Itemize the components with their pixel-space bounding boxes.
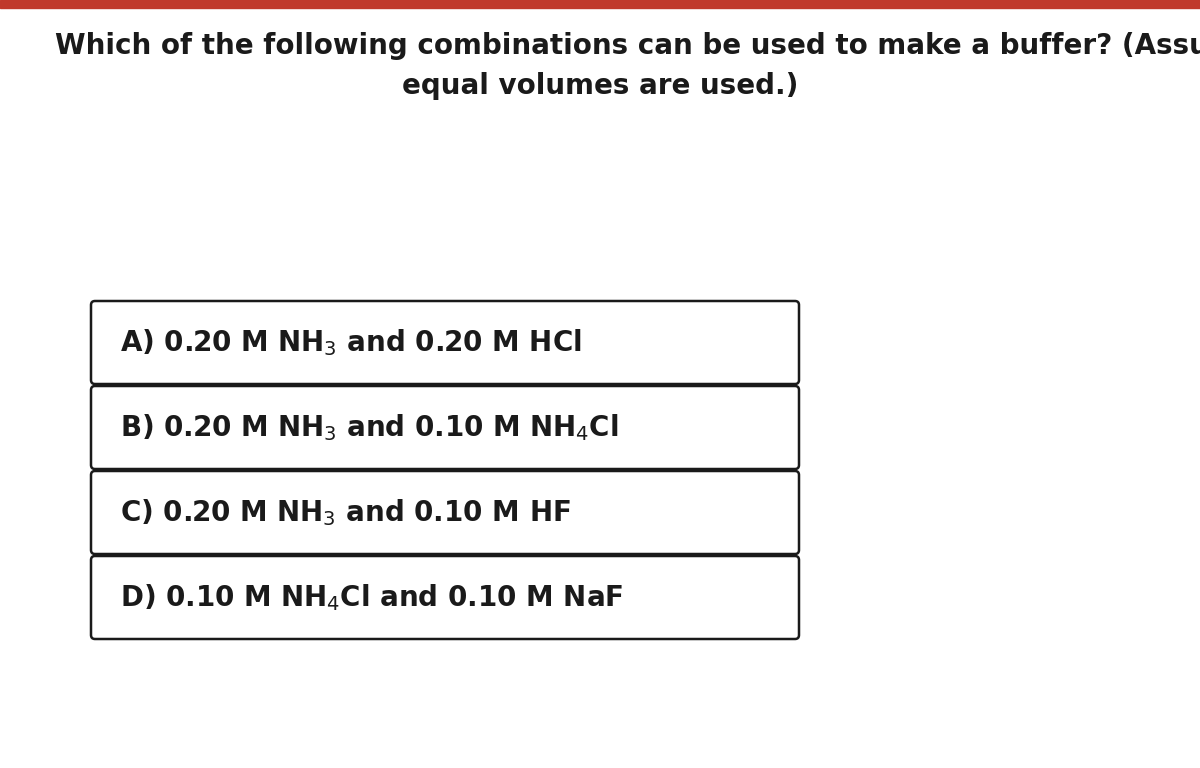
Text: Which of the following combinations can be used to make a buffer? (Assume: Which of the following combinations can … <box>55 32 1200 60</box>
Text: equal volumes are used.): equal volumes are used.) <box>402 72 798 100</box>
Text: C) 0.20 M NH$_3$ and 0.10 M HF: C) 0.20 M NH$_3$ and 0.10 M HF <box>120 497 571 528</box>
FancyBboxPatch shape <box>91 301 799 384</box>
Text: D) 0.10 M NH$_4$Cl and 0.10 M NaF: D) 0.10 M NH$_4$Cl and 0.10 M NaF <box>120 582 623 613</box>
Bar <box>0 0 1200 8</box>
Text: A) 0.20 M NH$_3$ and 0.20 M HCl: A) 0.20 M NH$_3$ and 0.20 M HCl <box>120 327 582 358</box>
FancyBboxPatch shape <box>91 471 799 554</box>
Text: B) 0.20 M NH$_3$ and 0.10 M NH$_4$Cl: B) 0.20 M NH$_3$ and 0.10 M NH$_4$Cl <box>120 412 619 443</box>
FancyBboxPatch shape <box>91 386 799 469</box>
FancyBboxPatch shape <box>91 556 799 639</box>
